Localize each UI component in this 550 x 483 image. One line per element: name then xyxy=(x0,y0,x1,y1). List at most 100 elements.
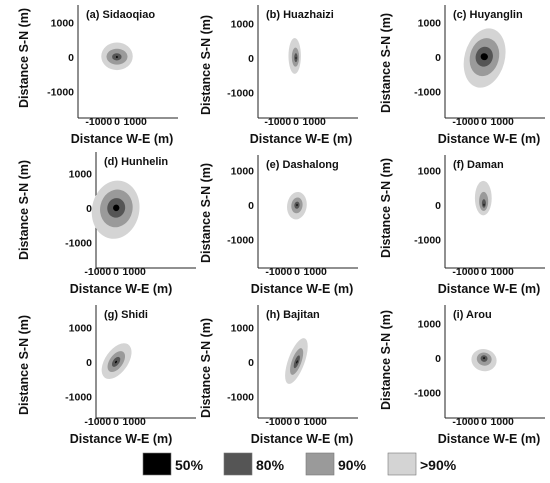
legend-swatch xyxy=(142,452,172,476)
panel-title: (b) Huazhaizi xyxy=(266,9,334,21)
footprint-contours xyxy=(288,37,301,74)
contour-50pct xyxy=(296,360,298,364)
x-axis-title: Distance W-E (m) xyxy=(250,132,353,146)
footprint-contours xyxy=(285,338,308,384)
panel-3: Distance S-N (m)Distance W-E (m)-1000 0 10… xyxy=(379,5,545,146)
footprint-contours xyxy=(463,28,506,88)
x-tick-label: -1000 xyxy=(84,266,111,278)
footprint-contours xyxy=(287,191,307,220)
y-axis-title: Distance S-N (m) xyxy=(17,8,31,108)
contour-50pct xyxy=(113,204,120,212)
footprint-contours xyxy=(101,343,132,380)
panel-7: Distance S-N (m)Distance W-E (m)-1000 0 10… xyxy=(17,305,196,446)
contour-50pct xyxy=(480,53,488,61)
x-tick-label: -1000 xyxy=(84,416,111,428)
panel-title: (c) Huyanglin xyxy=(453,9,523,21)
contour-50pct xyxy=(296,203,298,207)
y-tick-label: -1000 xyxy=(414,87,441,99)
y-tick-label: 1000 xyxy=(231,19,255,31)
x-tick-label: 1000 xyxy=(123,416,147,428)
y-tick-label: 1000 xyxy=(418,18,442,30)
footprint-contours xyxy=(474,180,492,216)
x-tick-label: 0 xyxy=(293,116,299,128)
x-tick-label: 1000 xyxy=(123,266,147,278)
y-axis-title: Distance S-N (m) xyxy=(199,163,213,263)
y-axis-title: Distance S-N (m) xyxy=(17,315,31,415)
panel-1: Distance S-N (m) Distance W-E (m) -1000 0 10… xyxy=(17,5,178,146)
y-axis-title: Distance S-N (m) xyxy=(199,318,213,418)
x-tick-label: -1000 xyxy=(265,266,292,278)
contour-50pct xyxy=(295,56,297,60)
y-axis-title: Distance S-N (m) xyxy=(17,160,31,260)
x-tick-label: 1000 xyxy=(124,116,148,128)
x-tick-label: -1000 xyxy=(264,116,291,128)
x-tick-label: 0 xyxy=(114,116,120,128)
y-tick-label: 0 xyxy=(248,200,254,212)
x-tick-label: 1000 xyxy=(304,266,328,278)
x-tick-label: -1000 xyxy=(452,116,479,128)
y-tick-label: 0 xyxy=(68,52,74,64)
contour-50pct xyxy=(115,55,118,59)
y-tick-label: 1000 xyxy=(231,166,255,178)
y-tick-label: 1000 xyxy=(51,18,75,30)
panel-8: Distance S-N (m) Distance W-E (m) -1000 0 10… xyxy=(199,305,358,446)
x-tick-label: 0 xyxy=(294,266,300,278)
x-axis-title: Distance W-E (m) xyxy=(438,282,541,296)
contour-80pct xyxy=(481,199,486,208)
panel-2: Distance S-N (m) Distance W-E (m) -1000 0 10… xyxy=(199,5,358,146)
panel-6: Distance S-N (m)Distance W-E (m)-1000 0 10… xyxy=(379,155,545,296)
y-tick-label: -1000 xyxy=(227,392,254,404)
y-tick-label: 0 xyxy=(435,200,441,212)
x-tick-label: -1000 xyxy=(452,416,479,428)
panel-title: (d) Hunhelin xyxy=(104,156,168,168)
legend-swatch xyxy=(387,452,417,476)
y-tick-label: 1000 xyxy=(69,323,93,335)
y-tick-label: -1000 xyxy=(65,392,92,404)
legend-label: 50% xyxy=(175,457,204,473)
footprint-contours xyxy=(101,42,133,71)
contour-50pct xyxy=(483,357,485,360)
x-tick-label: 1000 xyxy=(304,416,328,428)
x-tick-label: 0 xyxy=(481,116,487,128)
panel-4: Distance S-N (m)Distance W-E (m)-1000 0 10… xyxy=(17,152,196,296)
x-axis-title: Distance W-E (m) xyxy=(70,432,173,446)
x-axis-title: Distance W-E (m) xyxy=(438,432,541,446)
legend: 50% 80% 90% >90% xyxy=(142,452,457,476)
x-axis-title: Distance W-E (m) xyxy=(251,282,354,296)
contour-50pct xyxy=(114,360,118,364)
panel-title: (i) Arou xyxy=(453,309,492,321)
x-tick-label: 0 xyxy=(481,416,487,428)
y-axis-title: Distance S-N (m) xyxy=(199,15,213,115)
x-axis-title: Distance W-E (m) xyxy=(251,432,354,446)
legend-label: >90% xyxy=(420,457,457,473)
panel-title: (a) Sidaoqiao xyxy=(86,9,155,21)
panel-9: Distance S-N (m)Distance W-E (m)-1000 0 10… xyxy=(379,305,545,446)
y-tick-label: 0 xyxy=(86,357,92,369)
y-tick-label: 0 xyxy=(435,353,441,365)
y-tick-label: -1000 xyxy=(47,87,74,99)
legend-swatch xyxy=(305,452,335,476)
x-tick-label: 0 xyxy=(481,266,487,278)
y-tick-label: -1000 xyxy=(227,235,254,247)
y-tick-label: 0 xyxy=(435,52,441,64)
x-axis-title: Distance W-E (m) xyxy=(71,132,174,146)
footprint-contours xyxy=(91,180,140,239)
panel-title: (f) Daman xyxy=(453,159,504,171)
x-tick-label: 1000 xyxy=(491,266,515,278)
y-axis-title: Distance S-N (m) xyxy=(379,310,393,410)
panel-title: (g) Shidi xyxy=(104,309,148,321)
legend-label: 90% xyxy=(338,457,367,473)
x-tick-label: 1000 xyxy=(303,116,327,128)
y-tick-label: 1000 xyxy=(418,319,442,331)
y-tick-label: 0 xyxy=(248,357,254,369)
x-tick-label: 1000 xyxy=(491,116,515,128)
y-tick-label: 1000 xyxy=(418,166,442,178)
x-axis-title: Distance W-E (m) xyxy=(70,282,173,296)
x-axis-title: Distance W-E (m) xyxy=(438,132,541,146)
x-tick-label: 0 xyxy=(113,416,119,428)
legend-swatch xyxy=(223,452,253,476)
panel-5: Distance S-N (m)Distance W-E (m)-1000 0 10… xyxy=(199,155,358,296)
y-tick-label: -1000 xyxy=(65,238,92,250)
y-tick-label: 1000 xyxy=(231,323,255,335)
